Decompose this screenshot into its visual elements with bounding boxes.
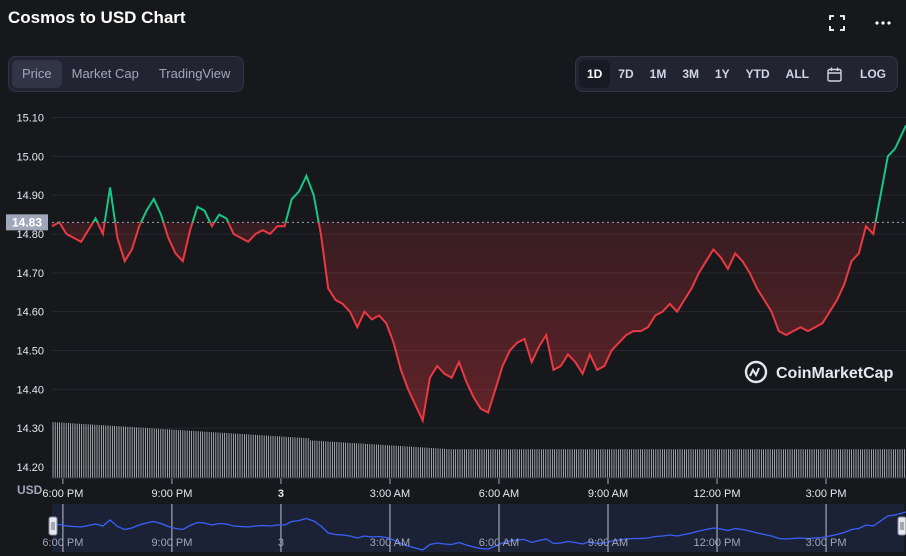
navigator-tick-label: 3:00 AM: [370, 537, 410, 549]
price-area-fill: [52, 222, 876, 421]
volume-bars: [52, 422, 905, 478]
y-axis: 15.10 15.00 14.90 14.80 14.70 14.60 14.50 14.40…: [16, 113, 44, 475]
watermark: CoinMarketCap: [744, 360, 894, 384]
more-icon[interactable]: [874, 14, 892, 32]
y-tick-label: 14.30: [16, 423, 44, 435]
y-tick-label: 14.80: [16, 229, 44, 241]
navigator-tick-label: 6:00 PM: [42, 537, 83, 549]
range-3m[interactable]: 3M: [682, 67, 699, 81]
range-all[interactable]: ALL: [785, 67, 809, 81]
x-axis: 6:00 PM 9:00 PM 3 3:00 AM 6:00 AM 9:00 AM 12:0…: [42, 477, 906, 500]
range-1d[interactable]: 1D: [578, 60, 611, 88]
y-tick-label: 14.90: [16, 190, 44, 202]
navigator-tick-label: 9:00 AM: [588, 537, 628, 549]
range-ytd[interactable]: YTD: [745, 67, 770, 81]
navigator-tick-label: 9:00 PM: [151, 537, 192, 549]
y-tick-label: 15.00: [16, 151, 44, 163]
navigator[interactable]: 6:00 PM 9:00 PM 3 3:00 AM 6:00 AM 9:00 AM 12:0…: [42, 504, 906, 552]
y-tick-label: 14.40: [16, 384, 44, 396]
x-tick-label: 6:00 PM: [42, 488, 83, 500]
y-tick-label: 14.70: [16, 268, 44, 280]
coinmarketcap-logo: [744, 360, 768, 384]
y-tick-label: 14.50: [16, 346, 44, 358]
range-selector: 1D 7D 1M 3M 1Y YTD ALL LOG: [574, 56, 898, 92]
range-7d[interactable]: 7D: [618, 67, 634, 81]
navigator-handle-right[interactable]: [897, 516, 906, 536]
navigator-tick-label: 12:00 PM: [693, 537, 740, 549]
x-tick-label: 9:00 PM: [151, 488, 192, 500]
navigator-tick-label: 6:00 AM: [479, 537, 519, 549]
navigator-tick-label: 3:00 PM: [806, 537, 847, 549]
page-title: Cosmos to USD Chart: [8, 8, 186, 27]
price-line-down: [51, 222, 877, 424]
x-tick-label: 3:00 AM: [370, 488, 410, 500]
navigator-line: [51, 511, 906, 551]
fullscreen-icon[interactable]: [828, 14, 846, 32]
chart-type-tabs: Price Market Cap TradingView: [8, 56, 245, 92]
grid-lines: [52, 117, 906, 468]
x-tick-label: 12:00 PM: [693, 488, 740, 500]
y-tick-label: 14.20: [16, 462, 44, 474]
range-1y[interactable]: 1Y: [714, 67, 730, 81]
calendar-icon[interactable]: [817, 67, 852, 82]
currency-label: USD: [17, 483, 43, 497]
current-price-label: 14.83: [6, 214, 48, 231]
svg-text:14.83: 14.83: [12, 215, 42, 229]
price-line-up: [57, 124, 906, 223]
tab-market-cap[interactable]: Market Cap: [71, 66, 139, 81]
log-toggle[interactable]: LOG: [860, 67, 886, 81]
top-toolbar: [828, 14, 892, 32]
tab-tradingview[interactable]: TradingView: [158, 66, 231, 81]
x-tick-label: 6:00 AM: [479, 488, 519, 500]
watermark-text: CoinMarketCap: [776, 365, 894, 382]
range-1m[interactable]: 1M: [649, 67, 667, 81]
y-tick-label: 15.10: [16, 113, 44, 125]
x-tick-label: 9:00 AM: [588, 488, 628, 500]
y-tick-label: 14.60: [16, 307, 44, 319]
navigator-handle-left[interactable]: [48, 516, 58, 536]
x-tick-label: 3: [278, 488, 284, 500]
tab-price[interactable]: Price: [12, 60, 62, 88]
x-tick-label: 3:00 PM: [806, 488, 847, 500]
navigator-tick-label: 3: [278, 537, 284, 549]
